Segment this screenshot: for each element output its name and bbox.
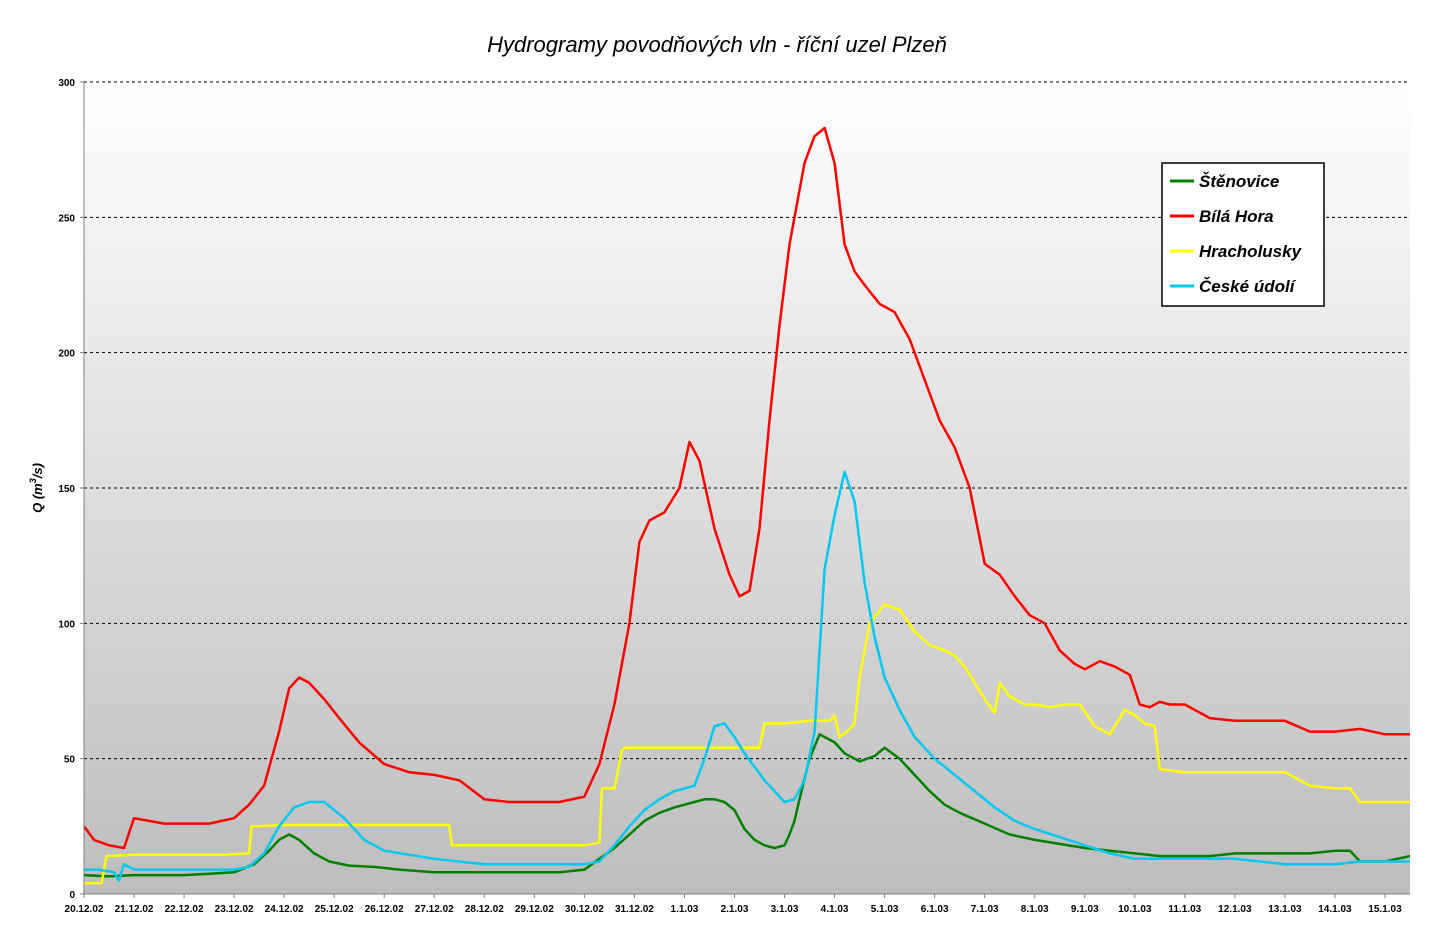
series-line-4	[84, 470, 1410, 882]
series-line-3	[84, 603, 1410, 885]
y-tick-label: 300	[58, 78, 75, 89]
x-tick-label: 26.12.02	[365, 904, 404, 915]
x-tick-label: 8.1.03	[1021, 904, 1049, 915]
x-tick-label: 10.1.03	[1118, 904, 1152, 915]
x-tick-label: 6.1.03	[921, 904, 949, 915]
x-tick-label: 5.1.03	[871, 904, 899, 915]
legend: Štěnovice Bílá Hora Hracholusky České údolí	[1161, 162, 1325, 307]
x-tick-label: 30.12.02	[565, 904, 604, 915]
legend-label: Štěnovice	[1199, 172, 1279, 191]
x-tick-label: 22.12.02	[165, 904, 204, 915]
legend-label: Bílá Hora	[1199, 207, 1274, 226]
legend-box	[1161, 162, 1325, 307]
legend-label: Hracholusky	[1199, 242, 1303, 261]
series-line-2	[82, 126, 1410, 850]
x-tick-label: 21.12.02	[115, 904, 154, 915]
y-tick-label: 0	[69, 890, 75, 901]
x-tick-label: 24.12.02	[265, 904, 304, 915]
x-tick-label: 25.12.02	[315, 904, 354, 915]
x-tick-label: 14.1.03	[1318, 904, 1352, 915]
y-tick-label: 250	[58, 213, 75, 224]
x-tick-label: 7.1.03	[971, 904, 999, 915]
y-tick-label: 100	[58, 619, 75, 630]
series-lines	[82, 126, 1411, 885]
x-tick-label: 4.1.03	[821, 904, 849, 915]
x-tick-label: 13.1.03	[1268, 904, 1302, 915]
x-tick-label: 20.12.02	[65, 904, 104, 915]
x-tick-label: 29.12.02	[515, 904, 554, 915]
chart-title: Hydrogramy povodňových vln - říční uzel …	[487, 32, 947, 57]
x-tick-label: 31.12.02	[615, 904, 654, 915]
x-tick-label: 1.1.03	[671, 904, 699, 915]
x-tick-label: 3.1.03	[771, 904, 799, 915]
y-tick-label: 200	[58, 349, 75, 360]
y-tick-label: 150	[58, 484, 75, 495]
y-axis-label: Q (m3/s)	[28, 463, 45, 513]
x-tick-label: 28.12.02	[465, 904, 504, 915]
x-tick-label: 9.1.03	[1071, 904, 1099, 915]
x-tick-label: 12.1.03	[1218, 904, 1252, 915]
x-tick-label: 27.12.02	[415, 904, 454, 915]
x-tick-label: 11.1.03	[1168, 904, 1201, 915]
y-tick-label: 50	[64, 755, 76, 766]
x-tick-label: 2.1.03	[721, 904, 749, 915]
axes: 0 50 100 150 200 250 300 20.12.02 21.12.02 22.12.…	[58, 78, 1410, 915]
x-tick-label: 23.12.02	[215, 904, 254, 915]
series-line-1	[83, 733, 1411, 878]
x-tick-label: 15.1.03	[1368, 904, 1402, 915]
legend-label: České údolí	[1199, 277, 1297, 296]
